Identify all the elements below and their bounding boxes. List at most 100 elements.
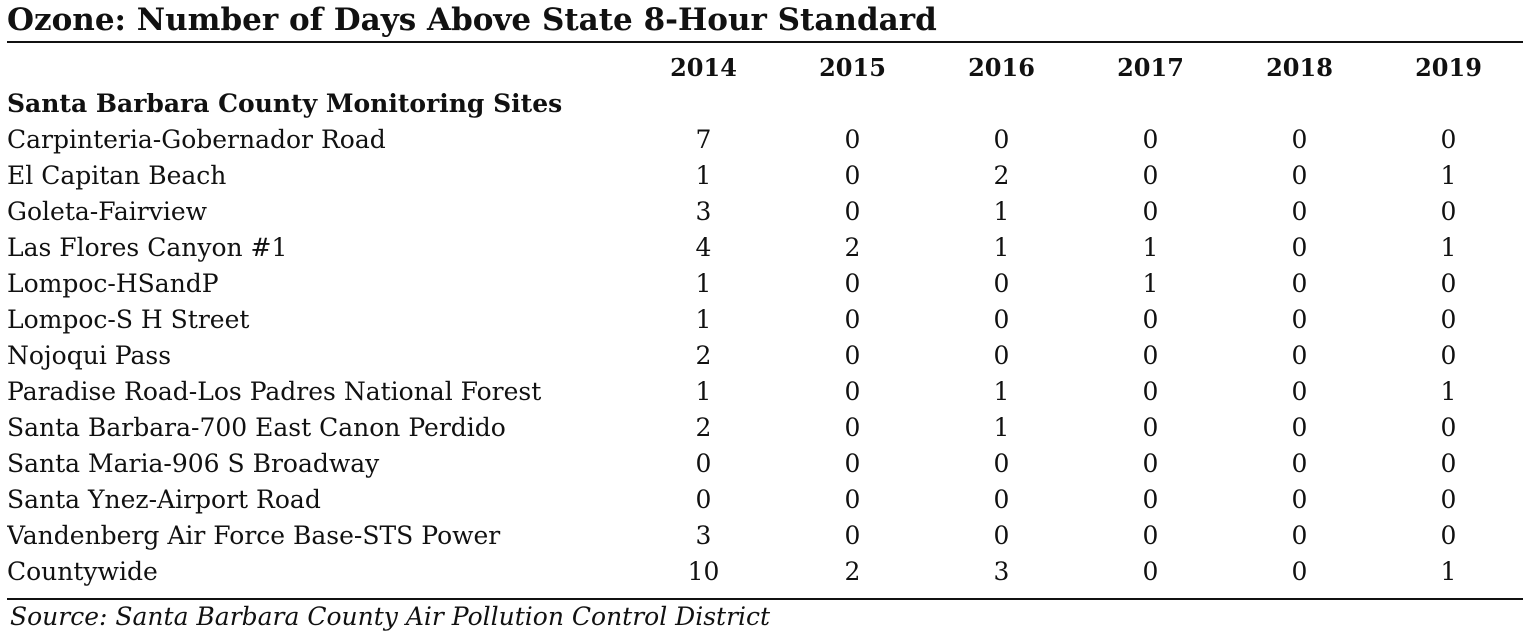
cell-value: 0	[1440, 341, 1457, 370]
cell-value: 0	[695, 449, 712, 478]
cell-value: 1	[1440, 161, 1457, 190]
cell-value: 2	[695, 341, 712, 370]
table-row: Goleta-Fairview 3 0 1 0 0 0	[7, 194, 1523, 230]
table-row: Vandenberg Air Force Base-STS Power 3 0 0 0 0…	[7, 518, 1523, 554]
table-row: Countywide 10 2 3 0 0 1	[7, 554, 1523, 590]
cell-value: 2	[993, 161, 1010, 190]
cell-value: 0	[993, 449, 1010, 478]
column-header: 2016	[968, 53, 1035, 82]
cell-value: 0	[1291, 377, 1308, 406]
cell-value: 1	[1142, 233, 1159, 262]
cell-value: 2	[844, 233, 861, 262]
site-name: El Capitan Beach	[7, 161, 227, 190]
cell-value: 0	[844, 377, 861, 406]
cell-value: 0	[1291, 197, 1308, 226]
cell-value: 0	[695, 485, 712, 514]
table-row: Nojoqui Pass 2 0 0 0 0 0	[7, 338, 1523, 374]
cell-value: 0	[844, 521, 861, 550]
cell-value: 1	[695, 305, 712, 334]
cell-value: 0	[844, 341, 861, 370]
site-name: Lompoc-HSandP	[7, 269, 219, 298]
cell-value: 1	[1142, 269, 1159, 298]
table-body: Santa Barbara County Monitoring Sites Ca…	[7, 86, 1523, 590]
cell-value: 0	[844, 161, 861, 190]
cell-value: 0	[1291, 305, 1308, 334]
cell-value: 0	[844, 413, 861, 442]
group-label: Santa Barbara County Monitoring Sites	[7, 89, 563, 118]
cell-value: 7	[695, 125, 712, 154]
cell-value: 0	[1291, 557, 1308, 586]
cell-value: 0	[844, 449, 861, 478]
top-rule	[7, 41, 1523, 43]
site-name: Santa Barbara-700 East Canon Perdido	[7, 413, 506, 442]
column-header: 2019	[1415, 53, 1482, 82]
cell-value: 0	[1291, 485, 1308, 514]
cell-value: 0	[844, 125, 861, 154]
cell-value: 1	[993, 377, 1010, 406]
cell-value: 0	[1142, 557, 1159, 586]
site-name: Las Flores Canyon #1	[7, 233, 288, 262]
cell-value: 0	[993, 305, 1010, 334]
cell-value: 2	[844, 557, 861, 586]
cell-value: 0	[1142, 305, 1159, 334]
cell-value: 1	[993, 233, 1010, 262]
header-row: 2014 2015 2016 2017 2018 2019	[7, 50, 1523, 86]
cell-value: 0	[844, 269, 861, 298]
site-name: Paradise Road-Los Padres National Forest	[7, 377, 542, 406]
cell-value: 0	[1291, 341, 1308, 370]
table-row: Lompoc-HSandP 1 0 0 1 0 0	[7, 266, 1523, 302]
cell-value: 0	[1440, 485, 1457, 514]
table-row: Paradise Road-Los Padres National Forest…	[7, 374, 1523, 410]
cell-value: 1	[993, 197, 1010, 226]
cell-value: 0	[1291, 449, 1308, 478]
cell-value: 0	[1440, 449, 1457, 478]
bottom-rule	[7, 598, 1523, 600]
column-header: 2017	[1117, 53, 1184, 82]
cell-value: 1	[695, 377, 712, 406]
source-note: Source: Santa Barbara County Air Polluti…	[10, 602, 771, 631]
ozone-table: 2014 2015 2016 2017 2018 2019 Santa Barb…	[7, 50, 1523, 590]
site-name: Nojoqui Pass	[7, 341, 172, 370]
cell-value: 0	[1440, 305, 1457, 334]
site-name: Vandenberg Air Force Base-STS Power	[7, 521, 501, 550]
column-header: 2014	[670, 53, 737, 82]
cell-value: 3	[695, 521, 712, 550]
site-name: Carpinteria-Gobernador Road	[7, 125, 386, 154]
table-row: Santa Ynez-Airport Road 0 0 0 0 0 0	[7, 482, 1523, 518]
site-name: Countywide	[7, 557, 158, 586]
cell-value: 0	[1291, 521, 1308, 550]
cell-value: 0	[1291, 233, 1308, 262]
cell-value: 0	[1142, 449, 1159, 478]
cell-value: 0	[1440, 413, 1457, 442]
cell-value: 1	[1440, 233, 1457, 262]
table-row: Las Flores Canyon #1 4 2 1 1 0 1	[7, 230, 1523, 266]
cell-value: 1	[993, 413, 1010, 442]
group-row: Santa Barbara County Monitoring Sites	[7, 86, 1523, 122]
column-header: 2018	[1266, 53, 1333, 82]
cell-value: 0	[1440, 197, 1457, 226]
cell-value: 0	[993, 341, 1010, 370]
table-row: Santa Maria-906 S Broadway 0 0 0 0 0 0	[7, 446, 1523, 482]
cell-value: 0	[1142, 161, 1159, 190]
cell-value: 0	[1291, 413, 1308, 442]
table-row: Santa Barbara-700 East Canon Perdido 2 0 1 0…	[7, 410, 1523, 446]
site-name: Lompoc-S H Street	[7, 305, 250, 334]
cell-value: 0	[844, 485, 861, 514]
cell-value: 0	[993, 485, 1010, 514]
cell-value: 0	[844, 305, 861, 334]
cell-value: 0	[1291, 161, 1308, 190]
cell-value: 0	[1440, 269, 1457, 298]
header-site-spacer	[7, 50, 629, 86]
cell-value: 3	[695, 197, 712, 226]
cell-value: 1	[695, 269, 712, 298]
site-name: Goleta-Fairview	[7, 197, 208, 226]
cell-value: 4	[695, 233, 712, 262]
cell-value: 0	[1142, 125, 1159, 154]
table-title: Ozone: Number of Days Above State 8-Hour…	[7, 2, 937, 38]
table-row: El Capitan Beach 1 0 2 0 0 1	[7, 158, 1523, 194]
cell-value: 0	[1440, 521, 1457, 550]
table-row: Carpinteria-Gobernador Road 7 0 0 0 0 0	[7, 122, 1523, 158]
cell-value: 0	[1142, 413, 1159, 442]
cell-value: 0	[993, 269, 1010, 298]
site-name: Santa Ynez-Airport Road	[7, 485, 321, 514]
